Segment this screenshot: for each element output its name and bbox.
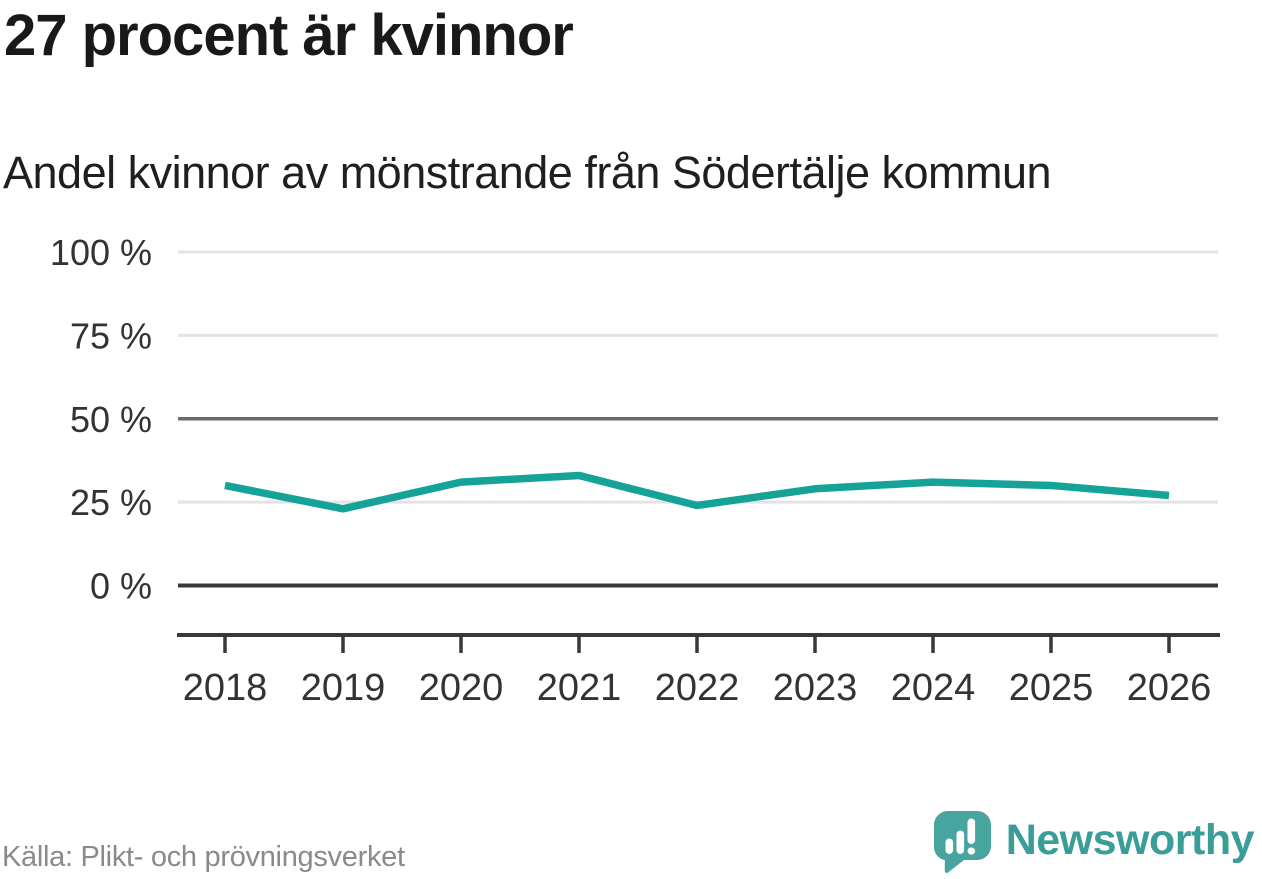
chart-title: 27 procent är kvinnor: [4, 3, 574, 68]
x-tick-label: 2024: [891, 667, 976, 709]
brand-icon-bars: [945, 818, 975, 855]
newsworthy-speech-bubble-bar-chart-icon: [933, 811, 991, 873]
y-tick-label: 75 %: [70, 315, 152, 356]
brand-logo: Newsworthy: [933, 810, 1255, 875]
source-note: Källa: Plikt- och prövningsverket: [2, 841, 405, 873]
x-tick-label: 2023: [773, 667, 858, 709]
x-tick-label: 2026: [1127, 667, 1212, 709]
x-tick-label: 2018: [183, 667, 268, 709]
brand-name: Newsworthy: [1005, 816, 1255, 864]
chart-subtitle: Andel kvinnor av mönstrande från Södertä…: [3, 147, 1052, 198]
x-tick-label: 2019: [301, 667, 386, 709]
y-tick-label: 25 %: [70, 482, 152, 523]
x-tick-label: 2022: [655, 667, 740, 709]
x-tick-label: 2020: [419, 667, 504, 709]
x-tick-label: 2025: [1009, 667, 1094, 709]
y-tick-label: 100 %: [50, 232, 152, 273]
y-tick-label: 0 %: [90, 566, 152, 607]
data-line-andel-kvinnor: [224, 471, 1170, 513]
y-tick-label: 50 %: [70, 399, 152, 440]
x-tick-label: 2021: [537, 667, 622, 709]
